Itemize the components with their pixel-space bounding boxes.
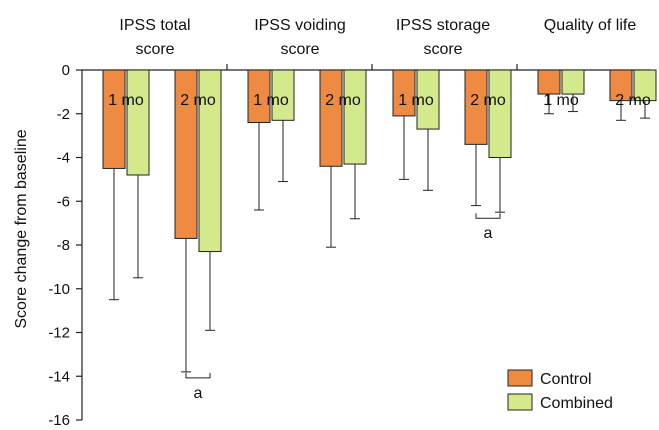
period-label: 2 mo [325, 92, 361, 109]
bar-combined [343, 69, 367, 165]
legend-swatch-control [507, 369, 533, 387]
period-label: 1 mo [543, 92, 579, 109]
period-label: 2 mo [615, 92, 651, 109]
legend-label: Control [540, 371, 592, 388]
significance-bracket [475, 213, 501, 219]
period-label: 1 mo [398, 92, 434, 109]
y-tick-label: -6 [57, 193, 70, 210]
period-label: 2 mo [180, 92, 216, 109]
y-tick-label: -10 [48, 281, 70, 298]
y-tick-label: -4 [57, 150, 70, 167]
y-tick-label: -16 [48, 412, 70, 429]
bar-combined [126, 69, 150, 176]
group-title: score [423, 41, 462, 58]
period-label: 1 mo [253, 92, 289, 109]
legend: Control Combined [507, 369, 613, 412]
y-tick-label: -8 [57, 237, 70, 254]
significance-markers: aa [185, 213, 501, 402]
group-title: IPSS total [119, 17, 190, 34]
period-labels: 1 mo 2 mo 1 mo 2 mo 1 mo 2 mo 1 mo 2 mo [108, 92, 651, 109]
bars-layer [102, 69, 657, 253]
group-title: score [135, 41, 174, 58]
significance-label: a [484, 225, 493, 242]
group-title: Quality of life [544, 17, 637, 34]
group-title: IPSS storage [396, 17, 490, 34]
group-title: score [280, 41, 319, 58]
y-tick-label: 0 [62, 62, 70, 79]
bar-combined [488, 69, 512, 158]
y-tick-label: -12 [48, 325, 70, 342]
group-title: IPSS voiding [254, 17, 346, 34]
error-bars-layer [109, 94, 650, 373]
significance-bracket [185, 372, 211, 379]
y-axis-title: Score change from baseline [13, 129, 30, 328]
bar-control [102, 69, 126, 169]
bar-control [537, 69, 561, 95]
legend-label: Combined [540, 395, 613, 412]
period-label: 2 mo [470, 92, 506, 109]
legend-swatch-combined [507, 393, 533, 411]
period-label: 1 mo [108, 92, 144, 109]
bar-combined [561, 69, 585, 95]
group-titles: IPSS total score IPSS voiding score IPSS sto… [119, 17, 636, 58]
y-tick-label: -2 [57, 106, 70, 123]
y-tick-label: -14 [48, 368, 70, 385]
significance-label: a [194, 385, 203, 402]
bar-control [319, 69, 343, 167]
